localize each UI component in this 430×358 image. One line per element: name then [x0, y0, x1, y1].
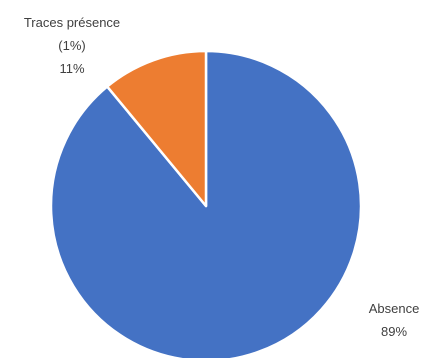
pie-slice-absence	[49, 49, 363, 358]
pie-labels: Absence 89% Traces présence (1%) 11%	[24, 15, 419, 339]
slice-label-traces-presence: Traces présence	[24, 15, 120, 30]
slice-percent-absence: 89%	[381, 324, 407, 339]
slice-label-traces-presence-qualifier: (1%)	[58, 38, 85, 53]
slice-label-absence: Absence	[369, 301, 420, 316]
slice-percent-traces-presence: 11%	[59, 61, 84, 76]
pie-slice-traces-pr-sence-1	[105, 49, 208, 208]
pie-slices	[49, 49, 363, 358]
